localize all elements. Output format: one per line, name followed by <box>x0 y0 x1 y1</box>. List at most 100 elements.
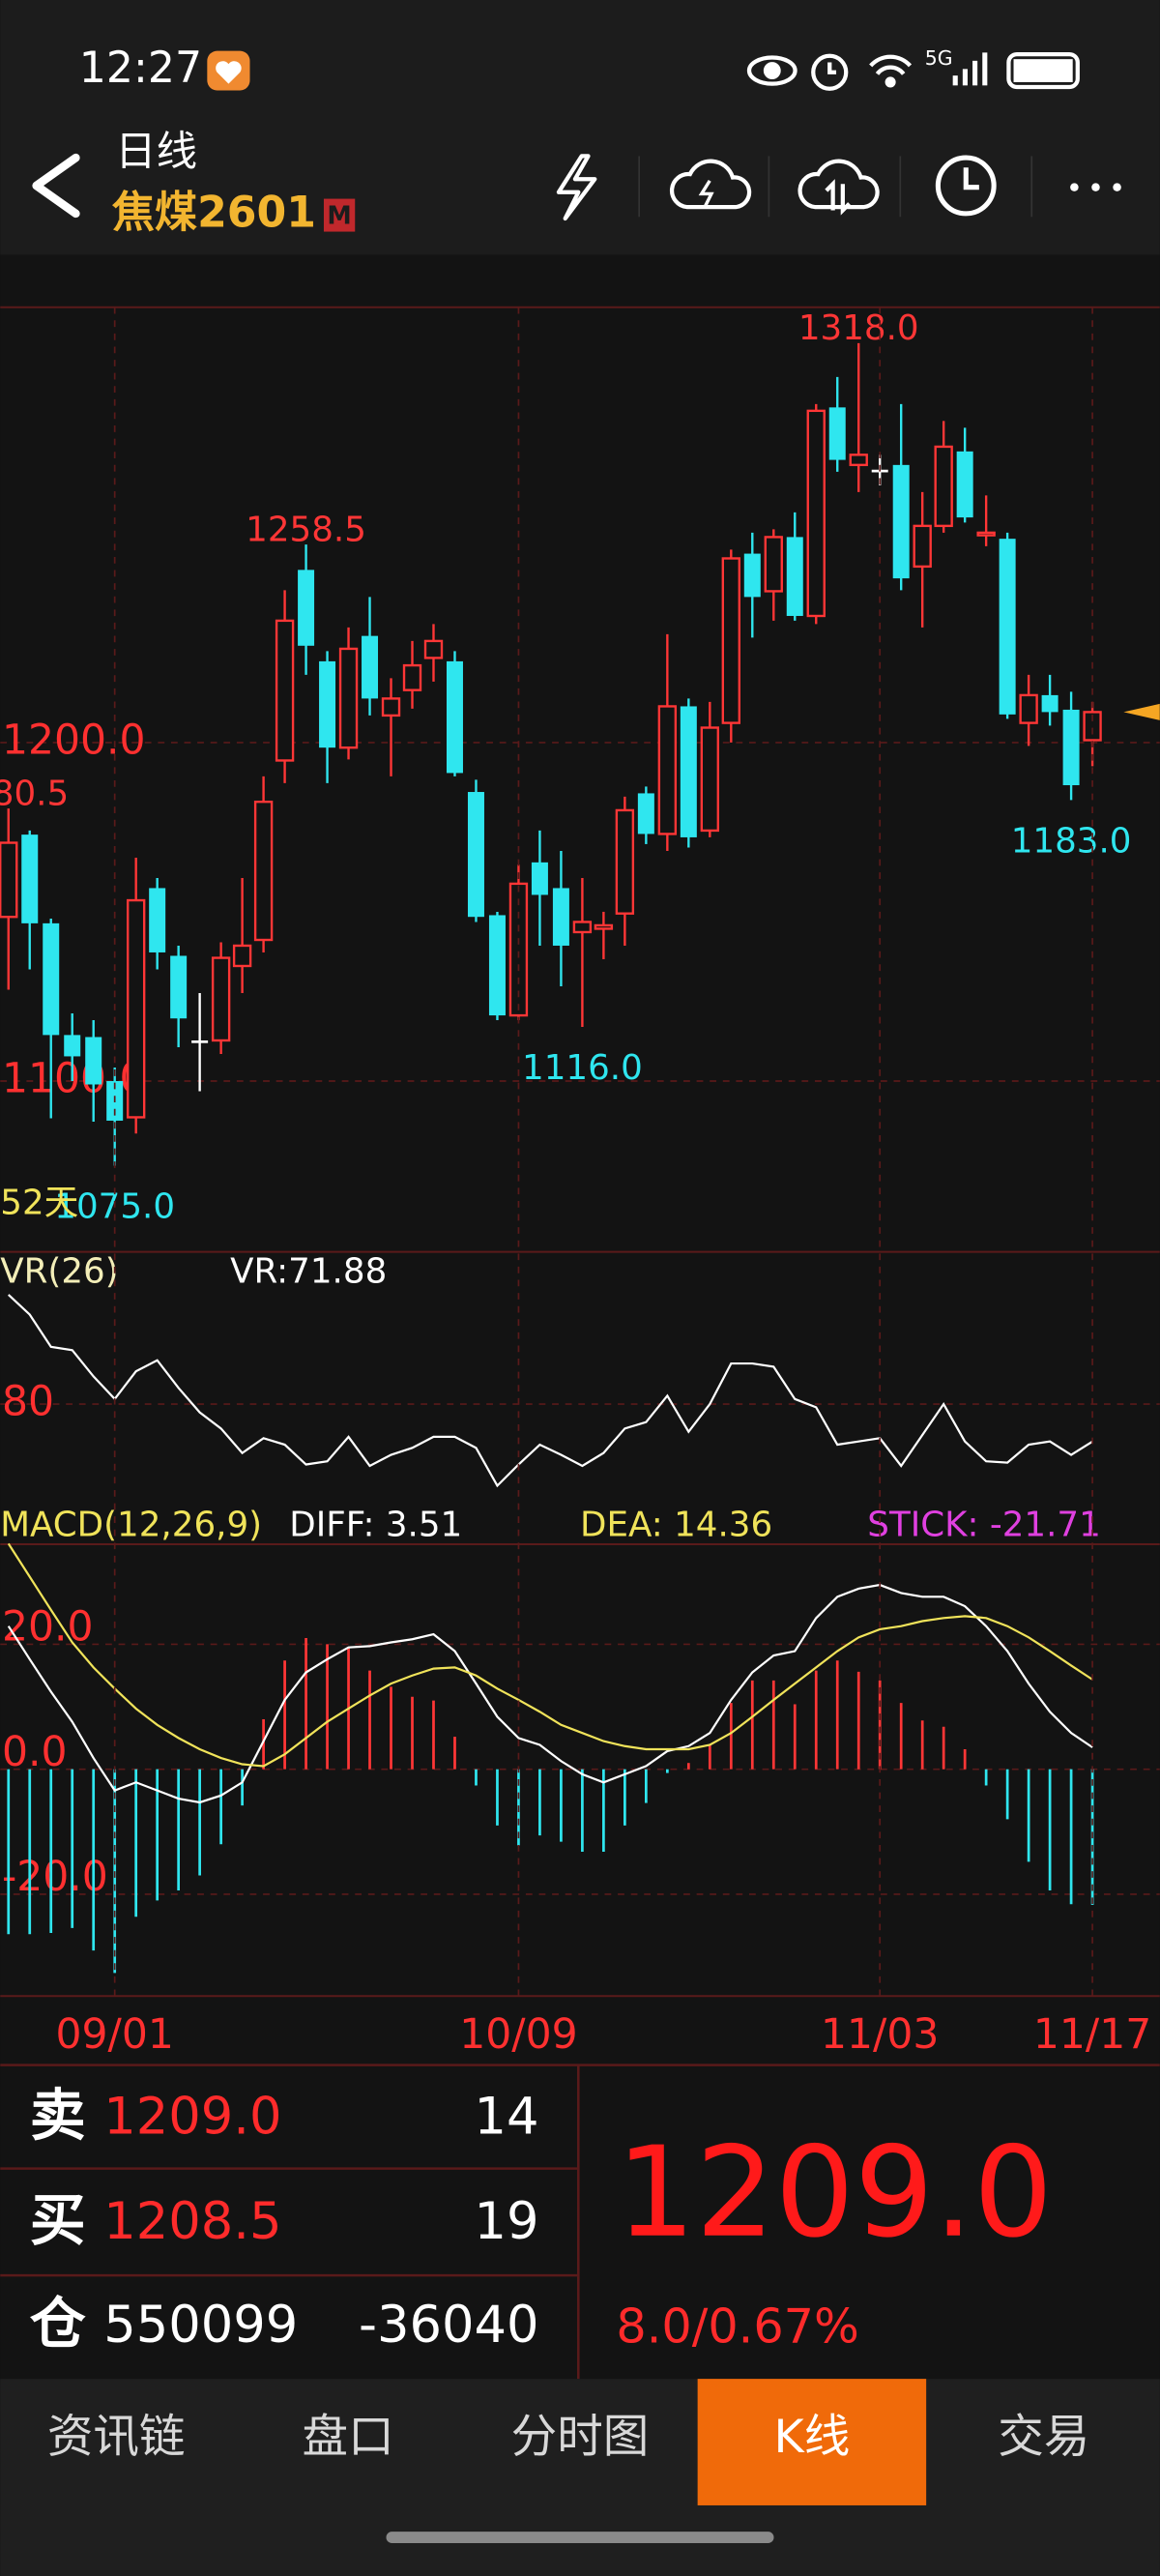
candle-body <box>680 706 697 837</box>
candle-body <box>806 409 826 618</box>
low-label: 1116.0 <box>522 1048 643 1088</box>
tab[interactable]: 分时图 <box>511 2411 650 2464</box>
indicator-line <box>8 1294 1093 1488</box>
candle-body <box>1062 709 1080 786</box>
last-price: 1209.0 <box>616 2121 1053 2266</box>
y-tick-label: 0.0 <box>2 1729 68 1776</box>
history-button[interactable] <box>935 155 997 217</box>
y-tick-label: 20.0 <box>2 1604 94 1652</box>
signal-bars: 5G <box>925 46 988 86</box>
candle-body <box>381 697 401 717</box>
candle-body <box>85 1037 102 1085</box>
quote-grid <box>0 2064 1160 2380</box>
svg-text:5G: 5G <box>925 46 953 70</box>
tab[interactable]: 交易 <box>998 2411 1089 2464</box>
tab-bar <box>0 2379 1160 2576</box>
candle-body <box>64 1035 81 1057</box>
candle-body <box>488 915 506 1016</box>
candle-body <box>170 955 188 1019</box>
y-tick-label: 1100.0 <box>2 1055 146 1102</box>
heart-icon <box>216 61 242 84</box>
candle-body <box>976 531 996 537</box>
chart-area: 1100.01200.01180.51075.01258.51116.01318… <box>0 306 1160 2059</box>
candle-body <box>446 660 463 774</box>
candle-body <box>657 705 678 835</box>
home-indicator <box>386 2532 774 2544</box>
candle-body <box>743 553 761 598</box>
legend-entry: STICK: -21.71 <box>867 1505 1101 1544</box>
tab[interactable]: 资讯链 <box>47 2411 186 2464</box>
candle-body <box>423 639 444 659</box>
candle-body <box>913 524 932 569</box>
candle-body <box>849 454 868 467</box>
y-tick-label: -20.0 <box>2 1854 108 1901</box>
candle-body <box>211 956 231 1042</box>
tab[interactable]: K线 <box>774 2411 851 2464</box>
candle-body <box>531 862 548 895</box>
candle-body <box>934 445 953 528</box>
candle-body <box>892 464 910 579</box>
low-label: 1183.0 <box>1011 822 1132 862</box>
flash-button[interactable] <box>556 154 597 221</box>
candle-body <box>362 635 379 699</box>
candle-body <box>828 407 846 460</box>
last-price-marker <box>1123 703 1160 720</box>
bid-volume: 19 <box>475 2192 539 2251</box>
candle-body <box>999 539 1016 715</box>
candle-body <box>1019 693 1038 724</box>
macd-line <box>7 1542 1093 1768</box>
active-tab-bg <box>697 2379 927 2505</box>
open-interest-label: 仓 <box>30 2291 86 2356</box>
period-label: 52天 <box>0 1183 78 1222</box>
candle-body <box>149 888 166 952</box>
period-label: 日线 <box>115 129 197 176</box>
tabs: 资讯链 盘口 分时图 K线 交易 <box>47 2379 1089 2505</box>
candle-body <box>338 647 359 749</box>
candle-body <box>467 792 484 918</box>
cloud-sync-button[interactable] <box>798 159 880 216</box>
open-interest-change: -36040 <box>359 2296 539 2355</box>
candle-body <box>402 663 422 691</box>
candle-body <box>1083 711 1102 742</box>
candle-body <box>191 1039 209 1043</box>
candle-body <box>1041 694 1058 713</box>
candle-body <box>126 898 146 1119</box>
candle-body <box>721 557 740 724</box>
candle-body <box>572 921 593 934</box>
more-button[interactable] <box>1070 183 1121 191</box>
candle-body <box>764 536 783 593</box>
x-tick-label: 11/03 <box>821 2011 939 2059</box>
legend-entry: DEA: 14.36 <box>580 1505 772 1544</box>
y-tick-label: 80 <box>2 1379 54 1426</box>
high-label: 1318.0 <box>798 308 919 348</box>
clock: 12:27 <box>79 44 202 93</box>
symbol-name: 焦煤2601 <box>112 189 316 238</box>
x-tick-label: 09/01 <box>55 2011 173 2059</box>
ask-volume: 14 <box>475 2087 539 2146</box>
cloud-flash-button[interactable] <box>670 159 752 210</box>
price-change: 8.0/0.67% <box>616 2298 858 2355</box>
candle-body <box>700 726 720 833</box>
x-tick-label: 10/09 <box>459 2011 577 2059</box>
candle-body <box>594 923 614 930</box>
candle-body <box>637 793 654 834</box>
tab[interactable]: 盘口 <box>303 2411 394 2464</box>
bid-price: 1208.5 <box>103 2192 281 2251</box>
legend-entry: DIFF: 3.51 <box>289 1505 462 1544</box>
ask-price: 1209.0 <box>103 2087 281 2146</box>
candle-body <box>552 888 569 946</box>
cloud-flash-glyph <box>698 179 714 208</box>
candle-body <box>232 944 252 968</box>
candle-body <box>956 451 973 518</box>
back-button[interactable] <box>32 153 80 219</box>
badge-box <box>323 198 356 232</box>
legend-entry: VR:71.88 <box>230 1252 387 1292</box>
indicator-title: MACD(12,26,9) <box>0 1505 262 1544</box>
macd-line <box>7 1583 1093 1804</box>
candle-body <box>319 660 336 748</box>
y-tick-label: 1200.0 <box>2 717 146 764</box>
candle-body <box>508 882 529 1017</box>
